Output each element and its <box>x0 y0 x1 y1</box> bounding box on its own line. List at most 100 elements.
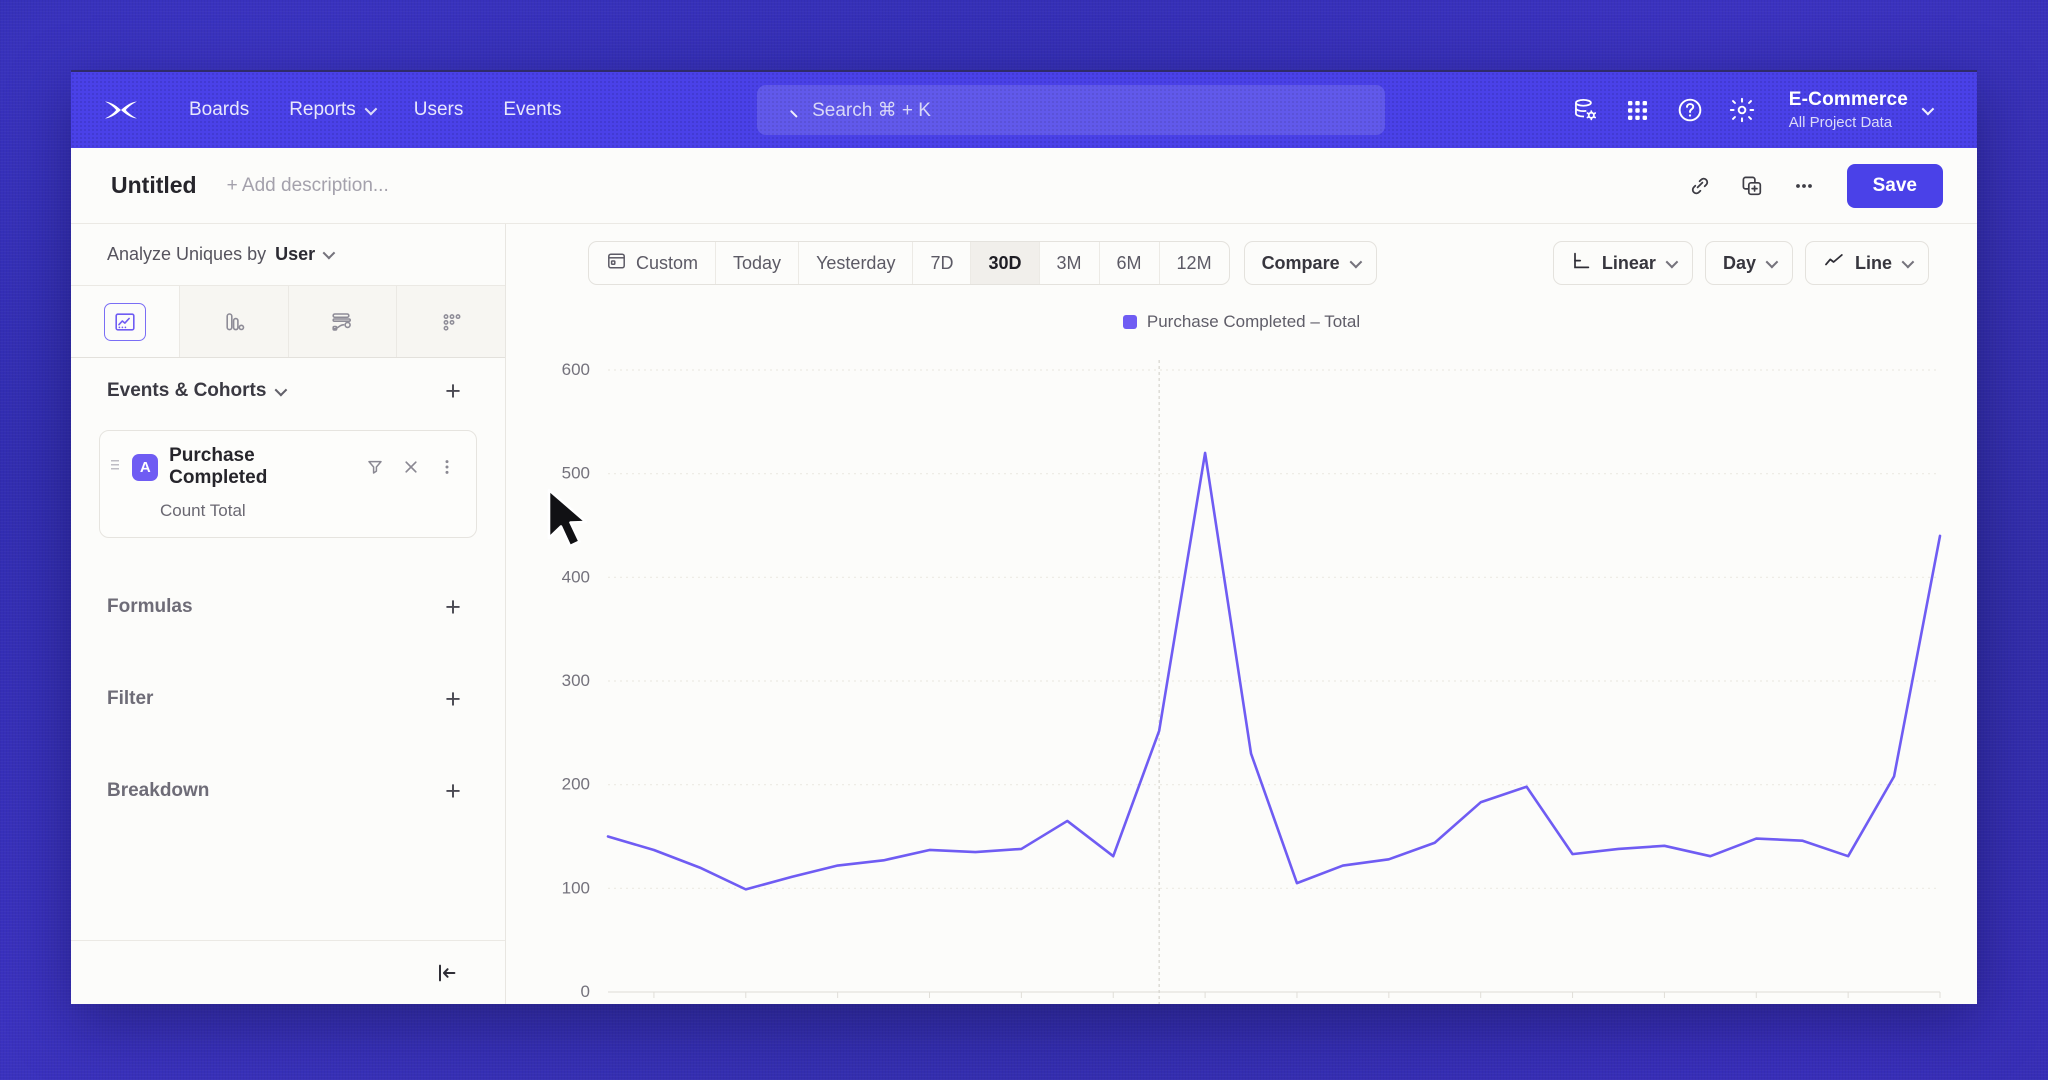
chevron-down-icon[interactable] <box>274 383 288 396</box>
search-icon <box>777 97 799 124</box>
custom-date-range-label: Custom <box>636 252 699 273</box>
help-circle-icon[interactable] <box>1667 87 1713 133</box>
flows-icon <box>321 303 363 341</box>
axis-linear-icon <box>1571 250 1592 276</box>
nav-item-users[interactable]: Users <box>396 90 482 130</box>
tab-flows[interactable] <box>288 286 398 357</box>
report-body: Analyze Uniques by User <box>71 224 1977 1004</box>
filter-section-header: Filter + <box>71 666 505 732</box>
dot-grid-icon <box>430 303 472 341</box>
chart-type-selector[interactable]: Line <box>1804 241 1929 285</box>
report-header: Untitled + Add description... S <box>71 148 1977 224</box>
scale-selector[interactable]: Linear <box>1552 241 1693 285</box>
date-range-today[interactable]: Today <box>716 242 800 284</box>
app-window: Boards Reports Users Events Search ⌘ + K <box>71 70 1977 1004</box>
bar-columns-icon <box>213 303 255 341</box>
date-range-12m[interactable]: 12M <box>1160 242 1229 284</box>
event-measure[interactable]: Count Total <box>160 501 246 520</box>
drag-handle-icon[interactable] <box>110 457 121 477</box>
interval-selector[interactable]: Day <box>1704 241 1793 285</box>
page-title[interactable]: Untitled <box>111 172 197 198</box>
nav-item-reports-label: Reports <box>289 99 356 120</box>
report-header-actions: Save <box>1679 163 1943 208</box>
event-card-row: A Purchase Completed <box>110 445 462 489</box>
chevron-down-icon <box>1901 255 1915 268</box>
legend-swatch[interactable] <box>1122 315 1137 329</box>
legend-label: Purchase Completed – Total <box>1146 312 1361 331</box>
svg-text:200: 200 <box>562 775 590 794</box>
chevron-down-icon <box>1765 255 1779 268</box>
tab-funnels[interactable] <box>179 286 289 357</box>
chevron-down-icon <box>1921 102 1935 115</box>
primary-nav-links: Boards Reports Users Events <box>171 90 579 130</box>
analyze-uniques-row: Analyze Uniques by User <box>71 224 505 286</box>
svg-text:100: 100 <box>562 878 590 897</box>
date-range-7d-label: 7D <box>930 252 954 273</box>
date-range-6m[interactable]: 6M <box>1100 242 1160 284</box>
add-event-button[interactable]: + <box>445 375 461 406</box>
chart-legend: Purchase Completed – Total <box>506 302 1977 342</box>
analyze-prefix-label: Analyze Uniques by <box>107 244 267 264</box>
collapse-sidebar-icon[interactable] <box>427 953 467 993</box>
date-range-7d[interactable]: 7D <box>913 242 972 284</box>
nav-item-boards[interactable]: Boards <box>171 90 267 130</box>
project-scope: All Project Data <box>1788 114 1893 131</box>
project-selector[interactable]: E-Commerce All Project Data <box>1771 85 1939 135</box>
breakdown-section-header: Breakdown + <box>71 758 505 824</box>
chart-plot-area[interactable]: 0 100 200 300 400 500 600 May 2May 4May 6May 8… <box>506 342 1977 1004</box>
event-card[interactable]: A Purchase Completed <box>99 430 477 538</box>
chart-panel: Custom Today Yesterday 7D 30D 3M 6M 12M … <box>506 224 1977 1004</box>
add-formula-button[interactable]: + <box>445 591 461 622</box>
formulas-title: Formulas <box>107 596 193 617</box>
date-range-3m-label: 3M <box>1056 252 1082 273</box>
line-chart-svg: 0 100 200 300 400 500 600 May 2May 4May 6May 8… <box>562 360 1942 1004</box>
filter-icon[interactable] <box>360 452 390 482</box>
add-filter-button[interactable]: + <box>445 683 461 714</box>
chart-series-line <box>606 451 1942 891</box>
interval-label: Day <box>1722 252 1756 273</box>
tab-insights[interactable] <box>71 286 180 357</box>
settings-gear-icon[interactable] <box>1719 87 1765 133</box>
project-name: E-Commerce <box>1788 89 1908 110</box>
chart-y-axis-labels: 0 100 200 300 400 500 600 <box>562 360 590 1001</box>
scale-label: Linear <box>1601 252 1656 273</box>
link-icon[interactable] <box>1679 165 1721 207</box>
date-range-30d-label: 30D <box>988 252 1022 273</box>
compare-button[interactable]: Compare <box>1243 241 1377 285</box>
global-search-input[interactable]: Search ⌘ + K <box>757 85 1386 135</box>
save-button[interactable]: Save <box>1846 163 1943 208</box>
date-range-yesterday[interactable]: Yesterday <box>799 242 914 284</box>
custom-date-range-button[interactable]: Custom <box>589 242 717 284</box>
close-icon[interactable] <box>396 452 426 482</box>
database-gear-icon[interactable] <box>1563 87 1609 133</box>
mixpanel-logo-icon[interactable] <box>99 88 143 132</box>
svg-text:400: 400 <box>562 567 590 586</box>
query-builder-sidebar: Analyze Uniques by User <box>71 224 506 1004</box>
nav-item-events-label: Events <box>503 99 562 120</box>
top-navigation-bar: Boards Reports Users Events Search ⌘ + K <box>71 70 1977 148</box>
more-horizontal-icon[interactable] <box>1783 165 1825 207</box>
chevron-down-icon <box>1665 255 1679 268</box>
app-grid-icon[interactable] <box>1615 87 1661 133</box>
duplicate-icon[interactable] <box>1731 165 1773 207</box>
nav-item-events[interactable]: Events <box>485 90 579 130</box>
add-breakdown-button[interactable]: + <box>445 775 461 806</box>
event-letter-badge: A <box>132 453 159 481</box>
events-cohorts-title: Events & Cohorts <box>107 380 267 401</box>
date-range-30d[interactable]: 30D <box>971 242 1040 284</box>
top-nav-right-group: E-Commerce All Project Data <box>1563 85 1939 135</box>
calendar-icon <box>606 250 627 276</box>
tab-retention[interactable] <box>397 286 505 357</box>
add-description-button[interactable]: + Add description... <box>226 174 389 196</box>
date-range-12m-label: 12M <box>1176 252 1212 273</box>
chart-toolbar: Custom Today Yesterday 7D 30D 3M 6M 12M … <box>506 224 1977 302</box>
chevron-down-icon <box>1349 255 1362 268</box>
line-chart-icon <box>1823 250 1845 277</box>
nav-item-reports[interactable]: Reports <box>271 90 392 130</box>
analyze-unit-selector[interactable]: User <box>275 244 336 265</box>
date-range-3m[interactable]: 3M <box>1040 242 1100 284</box>
event-card-actions <box>360 452 462 482</box>
more-vertical-icon[interactable] <box>432 452 462 482</box>
breakdown-title: Breakdown <box>107 780 210 801</box>
chart-type-label: Line <box>1854 252 1892 273</box>
